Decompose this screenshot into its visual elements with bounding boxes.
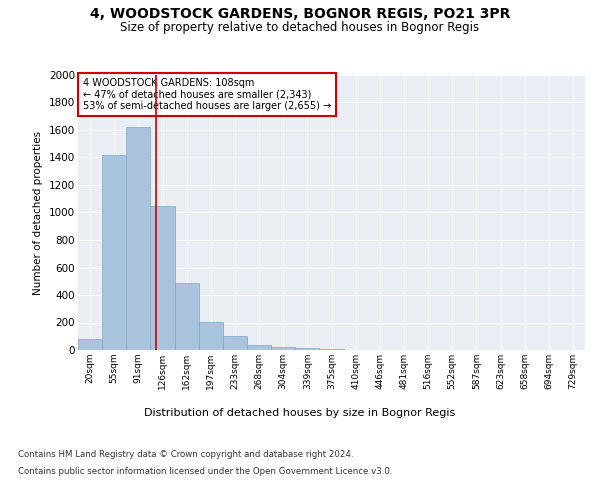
Text: Contains HM Land Registry data © Crown copyright and database right 2024.: Contains HM Land Registry data © Crown c… [18,450,353,459]
Text: Size of property relative to detached houses in Bognor Regis: Size of property relative to detached ho… [121,21,479,34]
Bar [78,339,102,350]
Text: 4, WOODSTOCK GARDENS, BOGNOR REGIS, PO21 3PR: 4, WOODSTOCK GARDENS, BOGNOR REGIS, PO21… [90,8,510,22]
Bar [319,348,344,350]
Bar [247,344,271,350]
Bar [295,348,319,350]
Bar [102,154,126,350]
Bar [151,206,175,350]
Bar [175,282,199,350]
Text: Distribution of detached houses by size in Bognor Regis: Distribution of detached houses by size … [145,408,455,418]
Bar [223,336,247,350]
Bar [126,127,151,350]
Text: Contains public sector information licensed under the Open Government Licence v3: Contains public sector information licen… [18,468,392,476]
Bar [199,322,223,350]
Bar [271,346,295,350]
Text: 4 WOODSTOCK GARDENS: 108sqm
← 47% of detached houses are smaller (2,343)
53% of : 4 WOODSTOCK GARDENS: 108sqm ← 47% of det… [83,78,331,111]
Y-axis label: Number of detached properties: Number of detached properties [34,130,43,294]
